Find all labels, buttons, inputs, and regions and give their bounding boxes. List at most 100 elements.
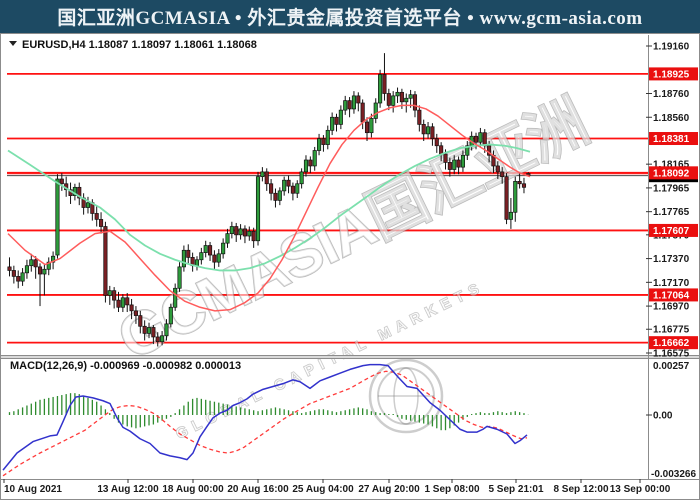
- candle-body: [412, 94, 418, 111]
- candle-body: [7, 266, 12, 271]
- price-tick-label: 1.17170: [653, 278, 690, 289]
- level-price-label: 1.17064: [653, 290, 690, 301]
- candle-body: [208, 245, 213, 256]
- candle-body: [242, 228, 247, 237]
- candle-body: [395, 91, 400, 97]
- candle-body: [421, 124, 426, 135]
- candle-body: [251, 230, 256, 242]
- price-axis-column[interactable]: [648, 33, 700, 500]
- level-price-badge: [649, 166, 698, 180]
- time-tick-label: 18 Aug 00:00: [162, 484, 224, 495]
- candle-body: [42, 268, 47, 275]
- candle-body: [186, 249, 191, 258]
- time-axis-strip[interactable]: [0, 479, 700, 500]
- candle-body: [16, 276, 21, 282]
- ma-slow-line: [7, 104, 531, 312]
- macd-axis-min-label: -0.003266: [651, 469, 696, 480]
- price-tick-label: 1.17765: [653, 207, 690, 218]
- candle-body: [517, 181, 522, 185]
- candle-body: [373, 102, 378, 119]
- candle-body: [20, 272, 25, 282]
- macd-axis-max-label: 0.00257: [653, 361, 690, 372]
- candle-body: [155, 336, 160, 343]
- candle-body: [77, 186, 82, 199]
- level-price-label: 1.18925: [653, 69, 690, 80]
- candle-body: [456, 159, 461, 168]
- candle-body: [85, 202, 91, 208]
- candle-body: [364, 121, 370, 134]
- price-tick-label: 1.19160: [653, 42, 690, 53]
- watermark-globe-icon: [377, 367, 435, 425]
- level-price-badge: [649, 336, 698, 350]
- price-tick-label: 1.18165: [653, 160, 690, 171]
- candle-body: [391, 95, 396, 106]
- level-price-badge: [649, 67, 698, 81]
- time-tick-label: 1 Sep 08:00: [424, 484, 479, 495]
- candle-body: [151, 327, 156, 338]
- price-tick-label: 1.17370: [653, 254, 690, 265]
- macd-main-line: [2, 363, 528, 471]
- time-tick-label: 20 Aug 16:00: [227, 484, 289, 495]
- time-tick-label: 25 Aug 04:00: [292, 484, 354, 495]
- candle-body: [338, 109, 343, 125]
- candle-body: [107, 290, 112, 296]
- candle-body: [11, 270, 16, 277]
- candle-body: [360, 102, 365, 123]
- candle-body: [146, 327, 152, 334]
- candle-body: [399, 91, 404, 103]
- macd-plot-area[interactable]: [7, 360, 648, 478]
- header-banner: 国汇亚洲GCMASIA • 外汇贵金属投资首选平台 • www.gcm-asia…: [0, 0, 700, 35]
- candle-body: [408, 94, 413, 99]
- candle-body: [351, 95, 356, 110]
- main-plot-area[interactable]: [7, 35, 648, 357]
- candle-body: [264, 171, 269, 185]
- price-tick-label: 1.18560: [653, 113, 690, 124]
- candle-body: [386, 93, 391, 106]
- macd-axis-zero-label: 0.00: [653, 411, 673, 422]
- candle-body: [129, 304, 134, 312]
- candle-body: [142, 325, 147, 334]
- candle-body: [194, 259, 200, 267]
- candle-body: [382, 74, 387, 94]
- candle-body: [120, 297, 125, 308]
- candle-body: [343, 100, 348, 111]
- watermark-globe-icon: [368, 358, 444, 434]
- candle-body: [212, 254, 217, 263]
- banner-text: 国汇亚洲GCMASIA • 外汇贵金属投资首选平台 • www.gcm-asia…: [57, 8, 643, 29]
- candle-body: [277, 190, 282, 201]
- candle-body: [378, 74, 383, 104]
- candle-body: [112, 290, 117, 301]
- candle-body: [487, 145, 492, 156]
- candle-body: [286, 179, 291, 187]
- level-price-badge: [649, 223, 698, 237]
- candle-body: [473, 135, 479, 143]
- level-price-label: 1.18381: [653, 134, 690, 145]
- candle-body: [55, 178, 60, 256]
- candle-body: [312, 150, 317, 167]
- price-tick-label: 1.16575: [653, 348, 690, 359]
- price-tick-label: 1.17965: [653, 183, 690, 194]
- candle-body: [521, 183, 527, 188]
- panel-separator[interactable]: [0, 356, 700, 359]
- candle-body: [160, 335, 165, 343]
- candle-body: [321, 138, 326, 145]
- watermark-globe-icon: [393, 367, 419, 425]
- candle-body: [164, 323, 169, 337]
- candle-body: [308, 159, 313, 167]
- candle-body: [452, 159, 457, 170]
- candle-body: [99, 219, 104, 227]
- candle-body: [504, 176, 509, 220]
- time-tick-label: 27 Aug 20:00: [358, 484, 420, 495]
- symbol-dropdown-icon[interactable]: [9, 41, 17, 46]
- candle-body: [260, 171, 265, 177]
- macd-signal-line: [2, 370, 528, 477]
- candle-body: [216, 253, 221, 263]
- candle-body: [51, 255, 56, 263]
- candle-body: [273, 192, 278, 201]
- candle-body: [125, 297, 130, 306]
- candle-body: [447, 162, 452, 170]
- price-tick-label: 1.18760: [653, 89, 690, 100]
- price-tick-label: 1.16775: [653, 325, 690, 336]
- candle-body: [500, 171, 505, 177]
